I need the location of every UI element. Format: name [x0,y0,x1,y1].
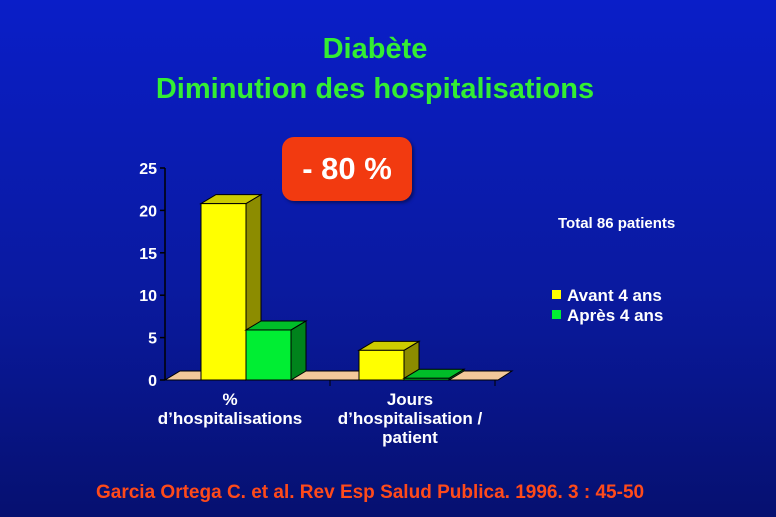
reduction-badge: - 80 % [282,137,412,201]
y-tick-label: 0 [148,373,157,390]
legend-label-avant: Avant 4 ans [567,286,662,305]
category-label-line: d’hospitalisations [157,409,303,428]
y-tick-label: 10 [139,288,157,305]
legend-swatch-apres [552,310,561,319]
legend-item-avant: Avant 4 ans [552,286,663,306]
category-label-line: d’hospitalisation / [337,409,483,428]
bar-avant-0 [200,203,247,381]
source-citation: Garcia Ortega C. et al. Rev Esp Salud Pu… [96,482,645,503]
legend-item-apres: Après 4 ans [552,306,663,326]
y-tick-label: 5 [148,331,157,348]
bar-apres-0-side [290,320,307,381]
chart-title-line1: Diabète [322,33,428,65]
category-label-line: patient [382,428,438,447]
category-label-jours-hospitalisation: Jours d’hospitalisation / patient [310,390,510,447]
y-tick-label: 20 [139,203,157,220]
category-label-line: Jours [386,390,434,409]
legend-label-apres: Après 4 ans [567,306,664,325]
chart-title-line2: Diminution des hospitalisations [155,73,595,105]
category-label-pct-hospitalisations: % d’hospitalisations [130,390,330,428]
bar-apres-0 [245,329,292,381]
y-tick-label: 15 [139,246,157,263]
legend: Avant 4 ans Après 4 ans [552,286,663,326]
y-tick-label: 25 [139,161,157,178]
total-patients-annotation: Total 86 patients [558,215,676,232]
legend-swatch-avant [552,290,561,299]
bar-avant-1 [358,349,405,381]
bar-apres-1 [403,377,450,381]
category-label-line: % [222,390,238,409]
